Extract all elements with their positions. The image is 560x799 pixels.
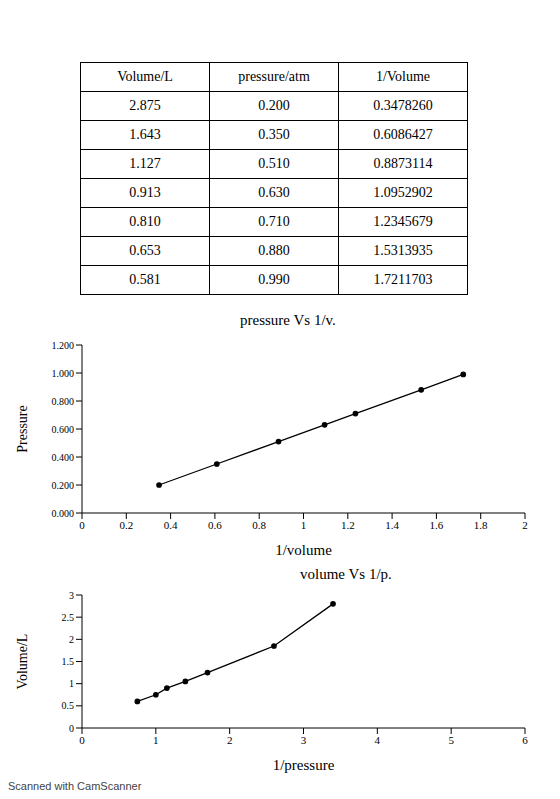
svg-text:4: 4 [375, 734, 381, 746]
html-text:pressure Vs 1/v.: pressure Vs 1/v. [240, 312, 336, 328]
svg-text:2.5: 2.5 [62, 612, 75, 623]
svg-text:1: 1 [153, 734, 159, 746]
html-text:0.3478260: 0.3478260 [373, 98, 433, 113]
svg-text:1/volume: 1/volume [275, 542, 332, 558]
html-text:pressure/atm: pressure/atm [238, 69, 310, 84]
svg-text:0: 0 [79, 519, 85, 531]
html-text:2.875: 2.875 [129, 98, 161, 113]
html-text:0.6086427: 0.6086427 [373, 127, 433, 142]
html-text:0.810: 0.810 [129, 214, 161, 229]
svg-text:5: 5 [448, 734, 454, 746]
html-text:0.8873114: 0.8873114 [373, 156, 433, 171]
svg-text:1/pressure: 1/pressure [273, 757, 335, 773]
svg-text:Pressure: Pressure [15, 405, 30, 452]
svg-text:Volume/L: Volume/L [15, 634, 30, 690]
svg-text:0.000: 0.000 [52, 508, 75, 519]
svg-text:2: 2 [522, 519, 528, 531]
html-text:Scanned with CamScanner: Scanned with CamScanner [8, 780, 142, 792]
html-text:1.2345679: 1.2345679 [373, 214, 433, 229]
svg-text:1.4: 1.4 [385, 519, 399, 531]
svg-text:0.2: 0.2 [119, 519, 133, 531]
svg-text:3: 3 [301, 734, 307, 746]
svg-text:3: 3 [69, 590, 74, 601]
svg-text:0.6: 0.6 [208, 519, 222, 531]
html-text:0.510: 0.510 [258, 156, 290, 171]
svg-text:6: 6 [522, 734, 528, 746]
html-text:0.913: 0.913 [129, 185, 161, 200]
html-text:Volume/L: Volume/L [117, 69, 173, 84]
html-text:1.0952902: 1.0952902 [373, 185, 433, 200]
html-text:1.7211703: 1.7211703 [373, 272, 433, 287]
html-text:0.581: 0.581 [129, 272, 161, 287]
svg-text:2: 2 [69, 634, 74, 645]
svg-text:0.800: 0.800 [52, 396, 75, 407]
svg-text:0.400: 0.400 [52, 452, 75, 463]
html-text:1.643: 1.643 [129, 127, 161, 142]
svg-text:0.600: 0.600 [52, 424, 75, 435]
svg-text:1.6: 1.6 [430, 519, 444, 531]
svg-text:2: 2 [227, 734, 233, 746]
svg-text:0: 0 [79, 734, 85, 746]
html-text:volume Vs 1/p.: volume Vs 1/p. [300, 566, 392, 582]
svg-text:0.200: 0.200 [52, 480, 75, 491]
svg-text:1.2: 1.2 [341, 519, 355, 531]
html-text:0.880: 0.880 [258, 243, 290, 258]
html-text:1.127: 1.127 [129, 156, 161, 171]
html-text:0.630: 0.630 [258, 185, 290, 200]
html-text:0.653: 0.653 [129, 243, 161, 258]
svg-text:1: 1 [69, 678, 74, 689]
svg-text:1: 1 [301, 519, 307, 531]
html-text:0.350: 0.350 [258, 127, 290, 142]
svg-text:0.5: 0.5 [62, 700, 75, 711]
svg-text:0.8: 0.8 [252, 519, 266, 531]
html-text:0.990: 0.990 [258, 272, 290, 287]
html-text:0.710: 0.710 [258, 214, 290, 229]
svg-text:0.4: 0.4 [164, 519, 178, 531]
svg-text:0: 0 [69, 723, 74, 734]
svg-text:1.200: 1.200 [52, 340, 75, 351]
svg-text:1.000: 1.000 [52, 368, 75, 379]
html-text:0.200: 0.200 [258, 98, 290, 113]
html-text:1.5313935: 1.5313935 [373, 243, 433, 258]
svg-text:1.8: 1.8 [474, 519, 488, 531]
html-text:1/Volume: 1/Volume [375, 69, 431, 84]
svg-text:1.5: 1.5 [62, 656, 75, 667]
